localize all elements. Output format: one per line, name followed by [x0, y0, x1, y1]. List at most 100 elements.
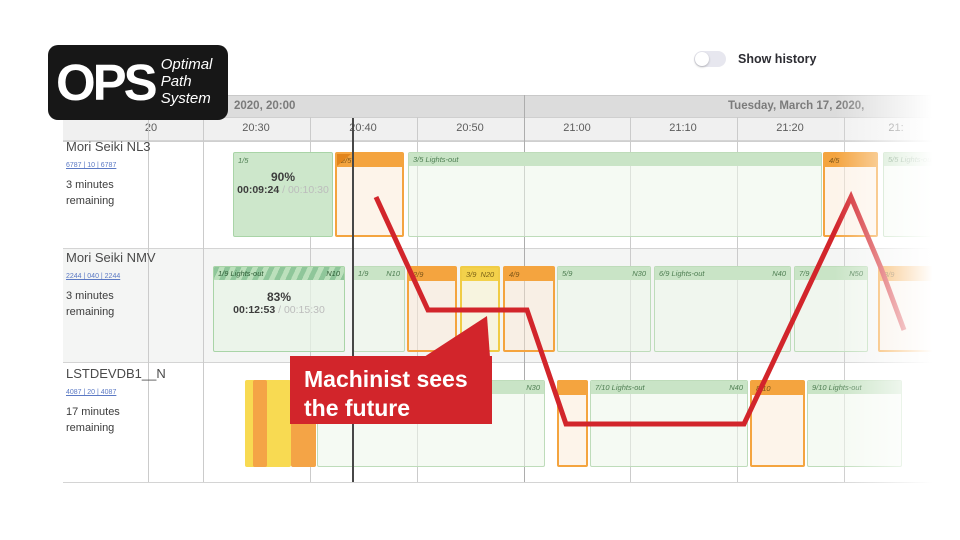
gantt-block[interactable]: 3/5 Lights-out: [408, 152, 822, 237]
date-band-tuesday-label: Tuesday, March 17, 2020,: [728, 100, 865, 112]
gantt-block-header: 6/9 Lights-out N40: [655, 267, 790, 280]
gantt-block[interactable]: 1/5 90% 00:09:24 / 00:10:30: [233, 152, 333, 237]
gantt-block[interactable]: 5/5 Lights-out: [883, 152, 960, 237]
gantt-block-header: 5/9 N30: [558, 267, 650, 280]
toggle-knob: [695, 52, 709, 66]
time-tick: 21:20: [776, 122, 804, 134]
time-tick: 21:10: [669, 122, 697, 134]
progress-time: 00:12:53 / 00:15:30: [233, 304, 325, 316]
row-separator: [63, 248, 960, 249]
gantt-block-label: 4/9: [509, 269, 520, 279]
machine-row-label: LSTDEVDB1__N 4087 | 20 | 4087 17 minutes r…: [66, 366, 236, 437]
gantt-block[interactable]: 3/9 N20: [460, 266, 500, 352]
gantt-block[interactable]: 5/9 N30: [557, 266, 651, 352]
date-band-tuesday: Tuesday, March 17, 2020,: [524, 95, 960, 118]
gantt-block[interactable]: 6/9 Lights-out N40: [654, 266, 791, 352]
callout-line1: Machinist sees: [304, 366, 468, 392]
progress-total-time: / 00:10:30: [279, 184, 329, 196]
gantt-block-header: 1/9 N10: [354, 267, 404, 280]
machine-ref-link[interactable]: 6787 | 10 | 6787: [66, 162, 117, 169]
gantt-block[interactable]: 4/5: [823, 152, 878, 237]
gantt-block-label: 1/5: [238, 156, 249, 165]
ops-logo-tagline: Optimal Path System: [160, 56, 213, 107]
gantt-block-label: 8/10: [756, 383, 771, 393]
row-separator: [63, 362, 960, 363]
progress-wedge-icon: [337, 154, 351, 166]
machine-remaining-text: 17 minutes remaining: [66, 406, 120, 434]
gantt-block[interactable]: 8/10: [750, 380, 805, 467]
gantt-block-label: 4/5: [829, 155, 840, 165]
ops-logo-abbr: OPS: [56, 54, 158, 111]
gantt-block[interactable]: 8/9: [878, 266, 938, 352]
gantt-block-label: 8/9: [884, 269, 895, 279]
ops-logo: OPS Optimal Path System: [48, 45, 228, 120]
gantt-block[interactable]: 1/9 N10: [353, 266, 405, 352]
machine-remaining-text: 3 minutes remaining: [66, 179, 115, 207]
gantt-block-header: 4/9: [505, 268, 553, 281]
show-history-label: Show history: [738, 52, 817, 66]
gantt-block-label: 3/5 Lights-out: [413, 154, 459, 164]
machine-name: Mori Seiki NMV: [66, 250, 156, 265]
machine-row-label: Mori Seiki NMV 2244 | 040 | 2244 3 minutes…: [66, 250, 236, 321]
gantt-block[interactable]: [557, 380, 588, 467]
current-time-line: [352, 118, 354, 482]
gantt-block-label: 2/9: [413, 269, 424, 279]
grid-column-line: [148, 117, 149, 482]
gantt-block-header: 3/9 N20: [462, 268, 498, 281]
gantt-block-header: 4/5: [825, 154, 876, 167]
time-tick: 20:30: [242, 122, 270, 134]
gantt-block-label: 5/9: [562, 268, 573, 278]
gantt-block-label: 1/9 Lights-out: [218, 268, 264, 278]
date-band-monday-label: 2020, 20:00: [234, 100, 296, 112]
time-tick: 20:40: [349, 122, 377, 134]
gantt-block-label: 5/5 Lights-out: [888, 154, 934, 164]
time-tick: 21:: [888, 122, 904, 134]
gantt-block-right-label: N50: [849, 268, 863, 278]
gantt-block-right-label: N10: [386, 268, 400, 278]
gantt-block-right-label: N20: [480, 269, 495, 279]
block-progress: 83% 00:12:53 / 00:15:30: [214, 290, 344, 316]
progress-time: 00:09:24 / 00:10:30: [237, 184, 329, 196]
gantt-block[interactable]: 9/10 Lights-out: [807, 380, 902, 467]
machine-row-label: Mori Seiki NL3 6787 | 10 | 6787 3 minutes …: [66, 139, 236, 210]
gantt-block[interactable]: [245, 380, 291, 467]
gantt-block[interactable]: 2/5: [335, 152, 404, 237]
gantt-block-header: 2/9: [409, 268, 455, 281]
time-axis: 20 20:30 20:40 20:50 21:00 21:10 21:20 21:: [63, 117, 960, 142]
machine-remaining-text: 3 minutes remaining: [66, 290, 115, 318]
gantt-block[interactable]: 1/9 Lights-out N10 83% 00:12:53 / 00:15:30: [213, 266, 345, 352]
show-history-toggle[interactable]: [694, 51, 726, 67]
gantt-block-header: 2/5: [337, 154, 402, 167]
machine-name: LSTDEVDB1__N: [66, 366, 166, 381]
gantt-block-header: 7/10 Lights-out N40: [591, 381, 747, 394]
gantt-block-label: 3/9: [466, 269, 477, 279]
gantt-block-label: 1/9: [358, 268, 369, 278]
gantt-block-header: [559, 382, 586, 395]
gantt-block-header: 8/9: [880, 268, 936, 281]
gantt-block-label: 7/9: [799, 268, 810, 278]
block-progress: 90% 00:09:24 / 00:10:30: [234, 170, 332, 196]
gantt-block-header: 8/10: [752, 382, 803, 395]
callout-line2: the future: [304, 395, 411, 422]
gantt-block[interactable]: 7/10 Lights-out N40: [590, 380, 748, 467]
gantt-block[interactable]: [253, 380, 267, 467]
gantt-block[interactable]: 2/9: [407, 266, 457, 352]
gantt-block-header: 1/9 Lights-out N10: [214, 267, 344, 280]
machine-ref-link[interactable]: 4087 | 20 | 4087: [66, 389, 117, 396]
gantt-block-label: 6/9 Lights-out: [659, 268, 705, 278]
gantt-block-right-label: N40: [772, 268, 786, 278]
gantt-block-header: 7/9 N50: [795, 267, 867, 280]
gantt-block-header: 9/10 Lights-out: [808, 381, 901, 394]
gantt-block-right-label: N40: [729, 382, 743, 392]
gantt-block-label: 9/10 Lights-out: [812, 382, 862, 392]
gantt-block[interactable]: 7/9 N50: [794, 266, 868, 352]
machine-ref-link[interactable]: 2244 | 040 | 2244: [66, 273, 121, 280]
show-history-row: Show history: [694, 51, 816, 67]
gantt-block[interactable]: 4/9: [503, 266, 555, 352]
gantt-block-label: 7/10 Lights-out: [595, 382, 645, 392]
machine-name: Mori Seiki NL3: [66, 139, 151, 154]
gantt-block-right-label: N30: [632, 268, 646, 278]
row-separator: [63, 140, 960, 141]
gantt-block-header: 5/5 Lights-out: [884, 153, 959, 166]
